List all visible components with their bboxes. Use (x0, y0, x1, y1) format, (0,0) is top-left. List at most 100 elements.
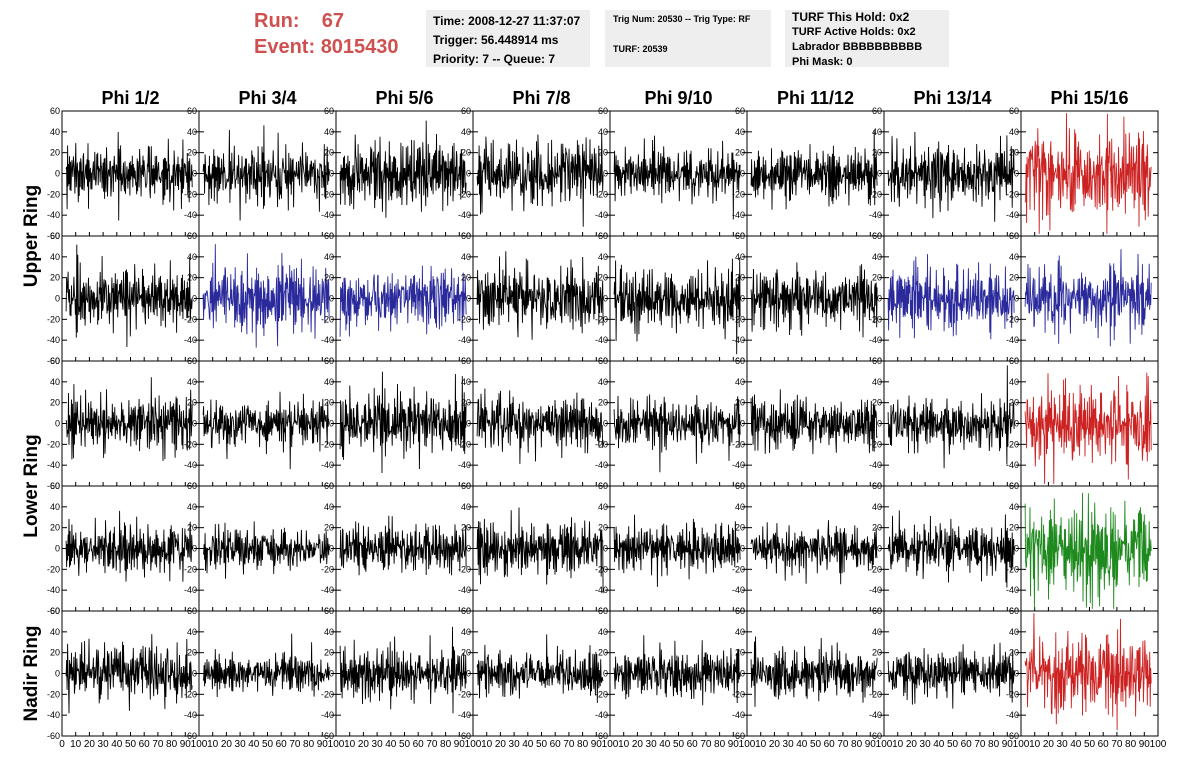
waveform-trace (202, 391, 330, 470)
y-tick-label: -40 (184, 710, 197, 720)
y-tick-label: 20 (461, 648, 471, 658)
x-tick-label: 90 (180, 739, 192, 750)
y-tick-label: 60 (50, 106, 60, 116)
y-tick-label: 60 (598, 231, 608, 241)
y-tick-label: 0 (740, 544, 745, 554)
y-tick-label: 40 (187, 627, 197, 637)
x-tick-label: 70 (700, 739, 712, 750)
y-tick-label: -40 (458, 335, 471, 345)
y-tick-label: 60 (50, 356, 60, 366)
y-tick-label: -20 (47, 189, 60, 199)
y-tick-label: -40 (184, 335, 197, 345)
y-tick-label: -20 (458, 314, 471, 324)
x-tick-label: 70 (152, 739, 164, 750)
y-tick-label: 60 (187, 106, 197, 116)
x-tick-label: 40 (1070, 739, 1082, 750)
waveform-trace (750, 262, 878, 338)
y-tick-label: 20 (1009, 648, 1019, 658)
y-tick-label: 40 (1009, 377, 1019, 387)
y-tick-label: -20 (1006, 689, 1019, 699)
y-tick-label: 40 (461, 627, 471, 637)
y-tick-label: 0 (603, 419, 608, 429)
y-tick-label: -20 (1006, 564, 1019, 574)
x-tick-label: 20 (84, 739, 96, 750)
x-tick-label: 100 (739, 739, 756, 750)
y-tick-label: 20 (598, 273, 608, 283)
phi-mask-text: Phi Mask: 0 (792, 56, 853, 67)
y-tick-label: 60 (461, 356, 471, 366)
y-tick-label: -40 (184, 460, 197, 470)
priority-queue-text: Priority: 7 -- Queue: 7 (433, 52, 556, 66)
y-tick-label: 0 (329, 294, 334, 304)
y-tick-label: 20 (735, 148, 745, 158)
y-tick-label: 20 (872, 273, 882, 283)
y-tick-label: 0 (877, 294, 882, 304)
y-tick-label: 40 (872, 502, 882, 512)
y-tick-label: 40 (187, 252, 197, 262)
y-tick-label: 40 (50, 502, 60, 512)
x-tick-label: 40 (248, 739, 260, 750)
column-header: Phi 5/6 (375, 88, 433, 108)
y-tick-label: -40 (869, 710, 882, 720)
y-tick-label: 0 (603, 669, 608, 679)
y-tick-label: 40 (50, 252, 60, 262)
waveform-trace (887, 131, 1015, 222)
y-tick-label: -40 (869, 460, 882, 470)
waveform-trace (476, 132, 604, 227)
y-tick-label: -20 (732, 189, 745, 199)
x-tick-label: 60 (413, 739, 425, 750)
y-tick-label: 40 (50, 627, 60, 637)
x-tick-label: 50 (1084, 739, 1096, 750)
x-tick-label: 10 (892, 739, 904, 750)
x-tick-label: 30 (920, 739, 932, 750)
waveform-trace (1024, 613, 1152, 731)
y-tick-label: 20 (598, 648, 608, 658)
y-tick-label: -60 (458, 731, 471, 741)
x-tick-label: 30 (1057, 739, 1069, 750)
labrador-text: Labrador BBBBBBBBBB (792, 41, 923, 53)
waveform-trace (613, 257, 741, 355)
y-tick-label: 0 (877, 669, 882, 679)
y-tick-label: 20 (735, 273, 745, 283)
y-tick-label: 60 (872, 481, 882, 491)
y-tick-label: -20 (321, 189, 334, 199)
y-tick-label: 60 (461, 481, 471, 491)
x-tick-label: 50 (262, 739, 274, 750)
waveform-trace (887, 365, 1015, 469)
y-tick-label: 40 (872, 377, 882, 387)
y-tick-label: 60 (324, 356, 334, 366)
y-tick-label: 40 (735, 252, 745, 262)
x-tick-label: 30 (783, 739, 795, 750)
y-tick-label: -20 (595, 439, 608, 449)
time-trigger-box: Time: 2008-12-27 11:37:07 Trigger: 56.44… (426, 10, 590, 67)
column-header: Phi 1/2 (101, 88, 159, 108)
x-tick-label: 50 (536, 739, 548, 750)
y-tick-label: 0 (1014, 169, 1019, 179)
y-tick-label: -40 (458, 460, 471, 470)
y-tick-label: 20 (735, 523, 745, 533)
column-header: Phi 3/4 (238, 88, 296, 108)
y-tick-label: -40 (732, 335, 745, 345)
y-tick-label: 40 (461, 252, 471, 262)
y-tick-label: 0 (466, 419, 471, 429)
y-tick-label: 60 (50, 481, 60, 491)
x-tick-label: 90 (454, 739, 466, 750)
y-tick-label: -20 (595, 689, 608, 699)
y-tick-label: 60 (872, 231, 882, 241)
y-tick-label: 60 (598, 606, 608, 616)
x-tick-label: 30 (98, 739, 110, 750)
y-tick-label: 60 (1009, 356, 1019, 366)
y-tick-label: 20 (872, 398, 882, 408)
y-tick-label: 20 (50, 648, 60, 658)
waveform-trace (202, 244, 330, 348)
y-tick-label: 60 (187, 356, 197, 366)
x-tick-label: 80 (440, 739, 452, 750)
